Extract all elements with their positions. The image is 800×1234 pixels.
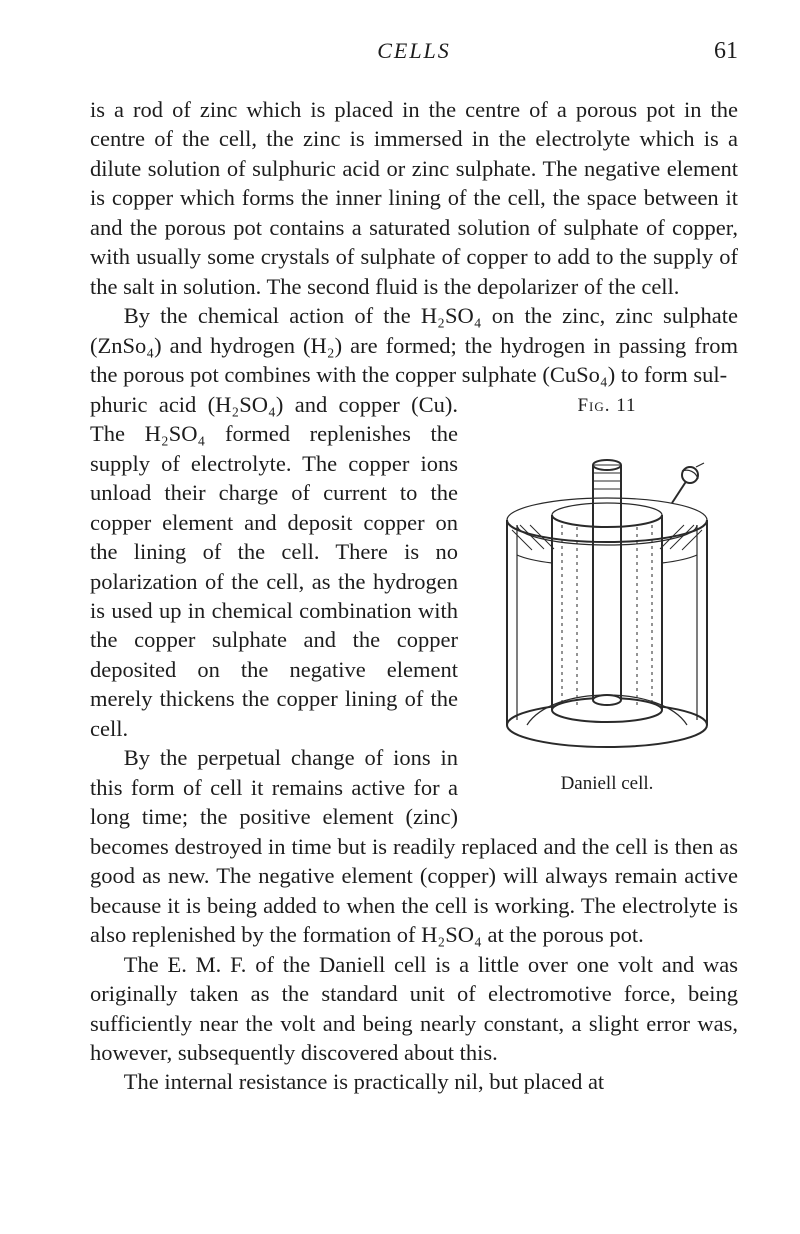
paragraph-5: The internal resistance is practically n… (90, 1067, 738, 1096)
body-text: is a rod of zinc which is placed in the … (90, 95, 738, 1097)
page-number: 61 (698, 38, 738, 65)
page: CELLS 61 is a rod of zinc which is place… (0, 0, 800, 1234)
figure-label-bottom: Daniell cell. (476, 772, 738, 797)
paragraph-2a: By the chemical action of the H₂SO₄ on t… (90, 301, 738, 389)
paragraph-4: The E. M. F. of the Daniell cell is a li… (90, 950, 738, 1068)
page-header: CELLS 61 (90, 38, 738, 65)
paragraph-1: is a rod of zinc which is placed in the … (90, 95, 738, 301)
terminal-copper-icon (672, 463, 704, 503)
figure-daniell-cell: Fig. 11 (476, 394, 738, 797)
daniell-cell-diagram (482, 425, 732, 755)
figure-label-top: Fig. 11 (476, 394, 738, 419)
running-title: CELLS (130, 38, 698, 64)
